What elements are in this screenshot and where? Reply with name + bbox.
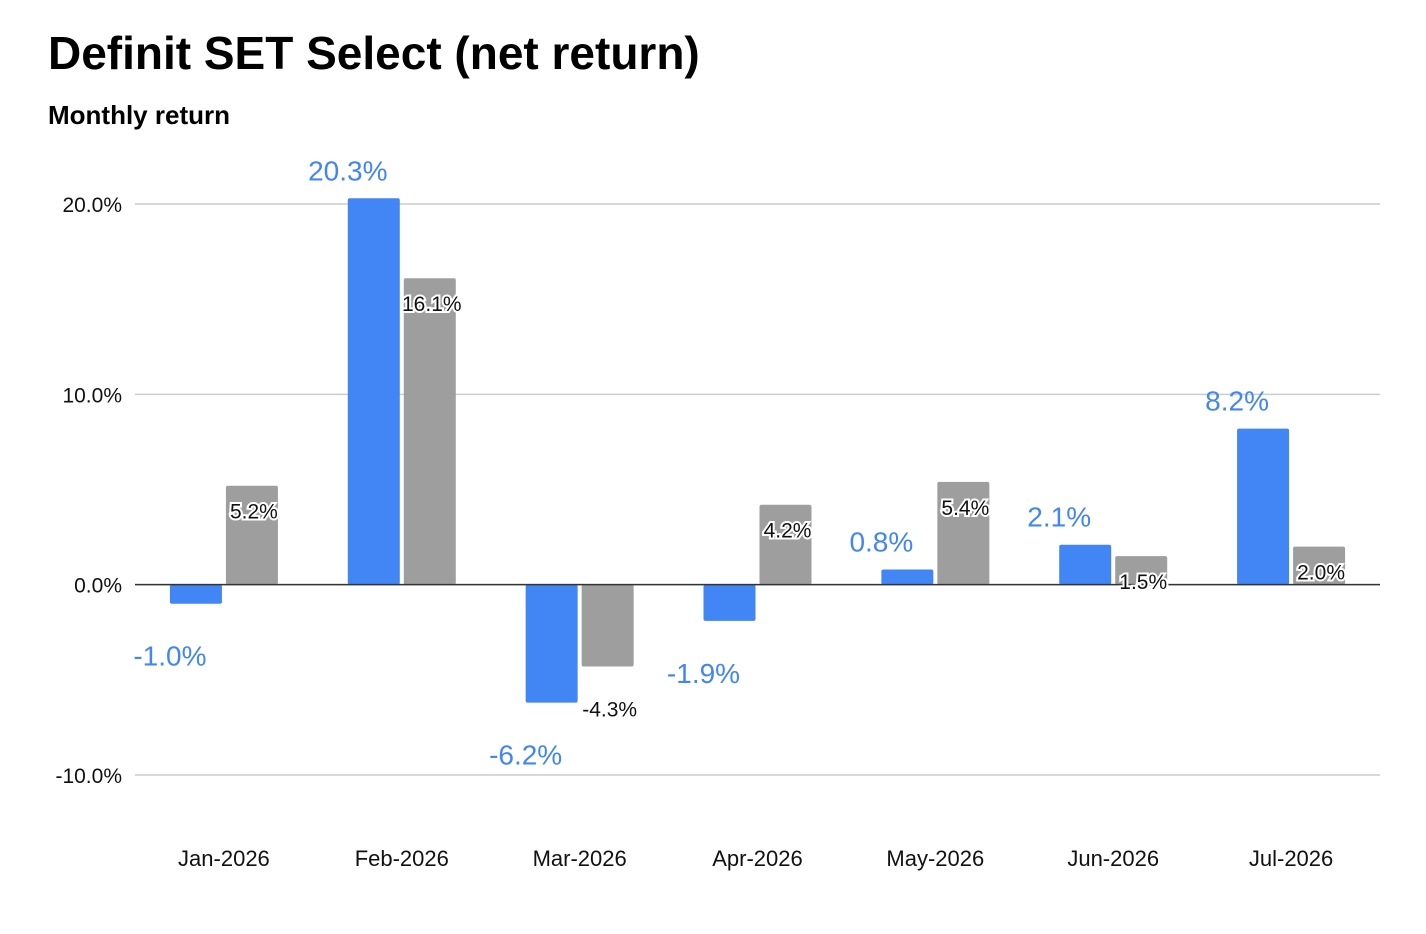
bar-series-1-feb-2026: [347, 198, 400, 585]
data-label-series-1: -6.2%: [489, 740, 562, 771]
data-label-series-1: -1.9%: [667, 658, 740, 689]
y-tick-label: 10.0%: [62, 384, 122, 407]
bar-series-1-jul-2026: [1237, 428, 1290, 585]
data-label-series-1: 0.8%: [849, 526, 913, 557]
data-label-series-1: 20.3%: [308, 155, 387, 186]
data-label-series-2: 2.0%: [1297, 562, 1345, 585]
data-label-series-2: 5.4%: [941, 497, 989, 520]
data-label-series-2: -4.3%: [582, 699, 637, 722]
bar-series-1-apr-2026: [703, 584, 756, 621]
x-category-label: May-2026: [886, 846, 984, 871]
bar-series-2-may-2026: [937, 481, 990, 585]
bar-series-2-jun-2026: [1115, 556, 1168, 585]
bar-series-2-jul-2026: [1293, 546, 1346, 585]
x-category-label: Jan-2026: [178, 846, 270, 871]
chart-title: Definit SET Select (net return): [48, 27, 700, 79]
bar-series-2-feb-2026: [403, 278, 456, 585]
x-category-label: Jul-2026: [1249, 846, 1333, 871]
y-axis-tick-labels: 20.0% 10.0% 0.0% -10.0%: [55, 194, 122, 788]
chart-subtitle: Monthly return: [48, 100, 230, 130]
x-category-label: Jun-2026: [1067, 846, 1159, 871]
data-labels: -1.0% 20.3% -6.2% -1.9% 0.8% 2.1% 8.2% 5.2% 16.1…: [133, 155, 1347, 771]
x-axis-category-labels: Jan-2026 Feb-2026 Mar-2026 Apr-2026 May-2026…: [178, 846, 1333, 871]
data-label-series-1: -1.0%: [133, 641, 206, 672]
bar-series-2-jan-2026: [225, 485, 278, 585]
x-category-label: Mar-2026: [533, 846, 627, 871]
bar-series-1-jan-2026: [169, 584, 222, 604]
bar-series-1-mar-2026: [525, 584, 578, 703]
bar-series-1-jun-2026: [1059, 544, 1112, 585]
data-label-series-1: 8.2%: [1205, 386, 1269, 417]
gridlines: [135, 203, 1380, 776]
data-label-series-2: 5.2%: [230, 501, 278, 524]
bars: [169, 198, 1346, 703]
x-category-label: Apr-2026: [712, 846, 803, 871]
data-label-series-2: 4.2%: [764, 520, 812, 543]
data-label-series-2: 1.5%: [1119, 571, 1167, 594]
bar-series-2-apr-2026: [759, 504, 812, 585]
y-tick-label: 0.0%: [74, 575, 122, 598]
bar-series-1-may-2026: [881, 569, 934, 585]
y-tick-label: 20.0%: [62, 194, 122, 217]
data-label-series-2: 16.1%: [402, 293, 462, 316]
data-label-series-1: 2.1%: [1027, 502, 1091, 533]
y-tick-label: -10.0%: [55, 765, 122, 788]
x-category-label: Feb-2026: [355, 846, 449, 871]
bar-series-2-mar-2026: [581, 584, 634, 667]
